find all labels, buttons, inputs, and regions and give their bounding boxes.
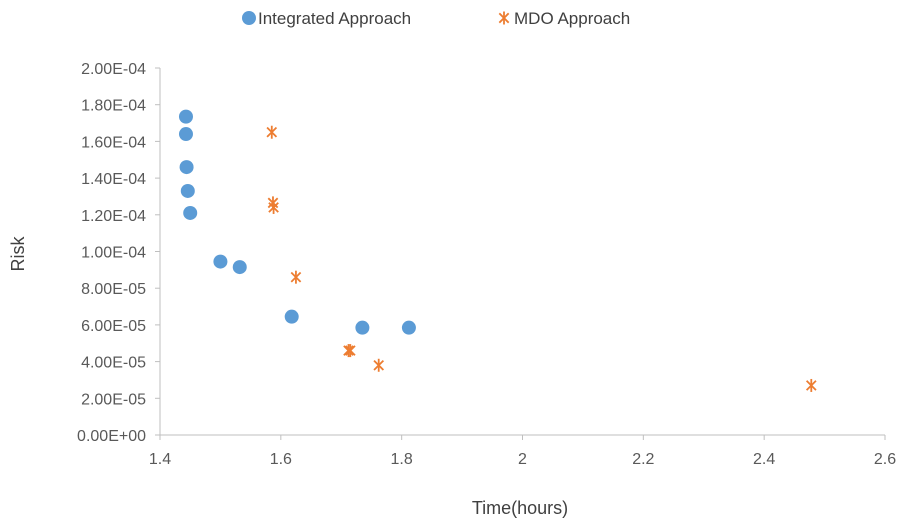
x-tick-label: 1.6 (270, 451, 292, 468)
y-tick-label: 2.00E-05 (81, 391, 146, 408)
data-point-integrated-approach (178, 127, 193, 142)
tick-labels: 1.4 1.6 1.8 2 2.2 2.4 2.6 0.00E+00 2.00E-05 4.00E… (77, 61, 896, 468)
y-tick-label: 8.00E-05 (81, 281, 146, 298)
legend: Integrated Approach MDO Approach (242, 9, 630, 28)
legend-marker-mdo-approach (498, 11, 510, 25)
y-tick-label: 2.00E-04 (81, 61, 146, 78)
legend-star-marker (498, 11, 510, 25)
data-point-mdo-approach (805, 378, 817, 392)
data-point-integrated-approach (213, 254, 228, 269)
y-tick-label: 1.00E-04 (81, 245, 146, 262)
x-tick-label: 2.6 (874, 451, 896, 468)
data-point-mdo-approach (344, 344, 356, 358)
y-axis-title: Risk (8, 236, 28, 272)
data-point-integrated-approach (180, 183, 195, 198)
tick-marks (155, 67, 886, 440)
data-point-mdo-approach (343, 344, 354, 358)
y-tick-label: 1.60E-04 (81, 134, 146, 151)
x-tick-label: 1.8 (391, 451, 413, 468)
x-tick-label: 1.4 (149, 451, 171, 468)
x-tick-label: 2.4 (753, 451, 775, 468)
legend-label-mdo-approach: MDO Approach (514, 9, 630, 28)
x-tick-label: 2.2 (632, 451, 654, 468)
data-point-mdo-approach (266, 125, 278, 139)
data-point-integrated-approach (284, 309, 299, 324)
axes (159, 68, 885, 436)
data-point-integrated-approach (355, 320, 370, 335)
x-tick-label: 2 (518, 451, 527, 468)
data-point-integrated-approach (178, 109, 193, 124)
data-point-integrated-approach (179, 160, 194, 175)
legend-label-integrated-approach: Integrated Approach (258, 9, 411, 28)
data-point-mdo-approach (290, 270, 302, 284)
data-points (178, 109, 817, 392)
legend-marker-integrated-approach (242, 11, 256, 25)
y-tick-label: 1.40E-04 (81, 171, 146, 188)
y-tick-label: 0.00E+00 (77, 428, 146, 445)
data-point-integrated-approach (401, 320, 416, 335)
data-point-integrated-approach (183, 205, 198, 220)
y-tick-label: 6.00E-05 (81, 318, 146, 335)
y-tick-label: 4.00E-05 (81, 355, 146, 372)
y-tick-label: 1.20E-04 (81, 208, 146, 225)
y-tick-label: 1.80E-04 (81, 98, 146, 115)
data-point-integrated-approach (232, 260, 247, 275)
data-point-mdo-approach (373, 358, 385, 372)
data-point-mdo-approach (268, 200, 279, 214)
x-axis-title: Time(hours) (472, 498, 568, 518)
